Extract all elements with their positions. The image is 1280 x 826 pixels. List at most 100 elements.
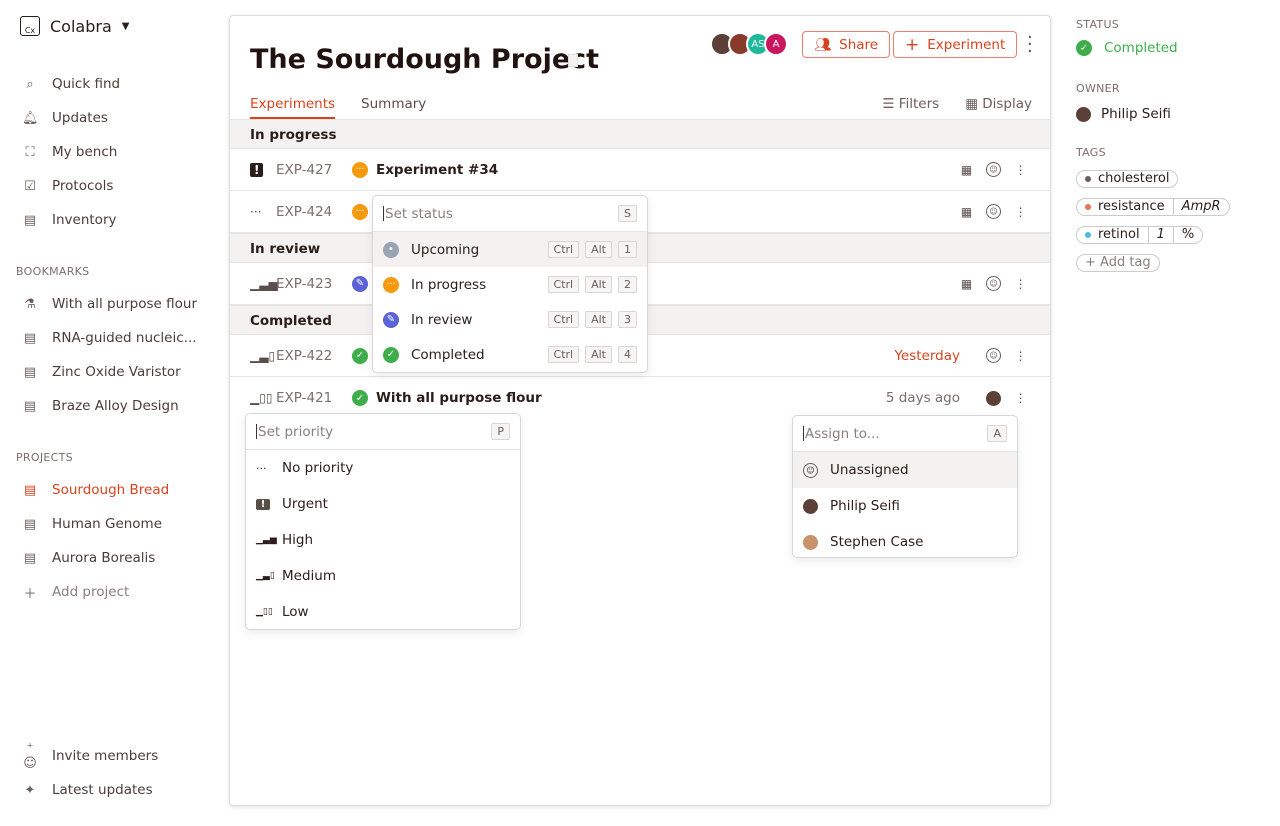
high-priority-icon[interactable]: ▁▃▅ [250,276,278,291]
assignee-icon[interactable]: ☺ [986,276,1001,291]
menu-item-high[interactable]: ▁▃▅ High [256,532,314,548]
document-icon: ▤ [23,364,37,380]
nav-protocols[interactable]: ☑ Protocols [0,169,220,203]
table-row[interactable]: ! EXP-427 ··· Experiment #34 ▦ ☺ ⋮ [230,149,1050,191]
tabs: Experiments Summary [250,96,426,119]
in-progress-status-icon[interactable]: ··· [352,203,368,220]
bookmark-item[interactable]: ▤ Zinc Oxide Varistor [23,364,181,380]
completed-status-icon[interactable]: ✓ [352,347,368,364]
tag[interactable]: resistance AmpR [1076,198,1230,216]
new-experiment-button[interactable]: + Experiment [893,31,1018,58]
menu-item-philip[interactable]: Philip Seifi [793,488,1017,524]
invite-members-button[interactable]: ⁺☺ Invite members [23,741,159,771]
tab-summary[interactable]: Summary [361,96,427,112]
more-icon[interactable]: ⋮ [1014,391,1027,405]
menu-item-unassigned[interactable]: ☺ Unassigned [793,452,1017,488]
due-date[interactable]: 5 days ago [885,390,960,406]
tag[interactable]: cholesterol [1076,170,1179,188]
avatar[interactable] [986,390,1001,406]
menu-item-in-progress[interactable]: ··· In progress Ctrl Alt 2 [373,267,647,302]
assign-search-input[interactable]: Assign to... [805,425,880,442]
menu-item-upcoming[interactable]: • Upcoming Ctrl Alt 1 [373,232,647,267]
more-icon[interactable]: ⋮ [1014,348,1027,363]
menu-item-urgent[interactable]: ! Urgent [246,486,520,522]
medium-priority-icon[interactable]: ▁▃▯ [250,348,276,363]
high-icon: ▁▃▅ [256,535,277,545]
latest-updates-button[interactable]: ✦ Latest updates [0,773,220,807]
more-icon[interactable]: · · · [1027,27,1033,62]
in-review-status-icon[interactable]: ✎ [352,275,368,292]
assign-menu: Assign to... A ☺ Unassigned Philip Seifi S… [792,415,1018,558]
project-item-sourdough[interactable]: ▤ Sourdough Bread [23,482,170,498]
experiment-id: EXP-423 [276,275,333,292]
more-icon[interactable]: ⋮ [1014,276,1027,291]
experiment-id: EXP-427 [276,161,333,178]
assignee-icon[interactable]: ☺ [986,204,1001,219]
menu-item-no-priority[interactable]: ··· No priority [256,460,354,476]
table-row[interactable]: ▁▃▯ EXP-422 ✓ Yesterday ☺ ⋮ [230,335,1050,377]
project-item[interactable]: ▤ Aurora Borealis [23,550,156,566]
completed-icon: ✓ [383,346,399,363]
workspace-switcher[interactable]: Cx Colabra ▼ [20,16,129,36]
bell-icon: 🔔︎ [22,110,39,126]
tab-experiments[interactable]: Experiments [250,96,336,119]
nav-inventory[interactable]: ▤ Inventory [23,212,117,228]
experiment-id: EXP-424 [276,203,333,220]
due-date[interactable]: Yesterday [894,347,960,364]
document-icon: ▤ [23,398,37,414]
menu-item-medium[interactable]: ▁▃▯ Medium [256,568,336,584]
menu-item-in-review[interactable]: ✎ In review Ctrl Alt 3 [373,302,647,337]
project-item[interactable]: ▤ Human Genome [23,516,163,532]
experiment-id: EXP-421 [276,390,333,406]
menu-item-low[interactable]: ▁▯▯ Low [256,604,309,620]
assignee-icon[interactable]: ☺ [986,162,1001,177]
bookmark-item[interactable]: ⚗ With all purpose flour [0,287,220,321]
in-progress-status-icon[interactable]: ··· [352,161,368,178]
add-tag-button[interactable]: + Add tag [1076,254,1160,272]
filter-icon: ☰ [882,96,899,112]
nav-updates[interactable]: 🔔︎ Updates [22,110,108,126]
member-avatars[interactable]: AS A [710,32,788,56]
in-progress-icon: ··· [383,276,399,293]
sparkle-icon: ✦ [24,782,36,798]
project-card: The Sourdough Project AS A 👥︎ Share + Expe… [229,15,1051,806]
display-button[interactable]: ▦ Display [965,96,1032,112]
status-menu: Set status S • Upcoming Ctrl Alt 1 ··· In prog… [372,195,648,373]
plus-icon: ＋ [23,586,37,602]
low-priority-icon[interactable]: ▁▯▯ [250,391,273,405]
group-header: In progress [230,119,1050,149]
owner-value[interactable]: Philip Seifi [1076,106,1171,122]
menu-item-completed[interactable]: ✓ Completed Ctrl Alt 4 [373,337,647,372]
no-priority-icon[interactable]: ··· [250,204,262,219]
status-search-input[interactable]: Set status [385,205,453,222]
completed-icon: ✓ [1076,40,1092,56]
avatar [803,498,818,514]
share-button[interactable]: 👥︎ Share [802,31,891,58]
grid-icon: ▦ [965,96,983,112]
calendar-icon[interactable]: ▦ [960,276,973,291]
document-icon: ▤ [23,550,37,566]
nav-quick-find[interactable]: ⌕ Quick find [0,67,220,101]
bookmark-item[interactable]: ▤ RNA-guided nucleic... [23,330,197,346]
tag[interactable]: retinol 1% [1076,226,1204,244]
bookmark-icon[interactable] [568,54,578,67]
calendar-icon[interactable]: ▦ [960,204,973,219]
nav-my-bench[interactable]: ⛶ My bench [0,135,220,169]
completed-status-icon[interactable]: ✓ [352,390,368,406]
filters-button[interactable]: ☰ Filters [882,96,940,112]
status-value[interactable]: ✓ Completed [1076,40,1178,56]
priority-search-input[interactable]: Set priority [258,423,334,440]
table-row[interactable]: ▁▯▯ EXP-421 ✓ With all purpose flour 5 d… [230,377,1050,419]
menu-item-stephen[interactable]: Stephen Case [793,524,1017,560]
urgent-priority-icon[interactable]: ! [230,162,276,177]
add-project-button[interactable]: ＋ Add project [23,584,130,602]
avatar: A [764,32,788,56]
assignee-icon[interactable]: ☺ [986,348,1001,363]
more-icon[interactable]: ⋮ [1014,162,1027,177]
plus-icon: + [905,34,920,55]
calendar-icon[interactable]: ▦ [960,162,973,177]
bookmark-item[interactable]: ▤ Braze Alloy Design [23,398,179,414]
bench-icon: ⛶ [25,144,35,160]
no-priority-icon: ··· [256,461,267,475]
more-icon[interactable]: ⋮ [1014,204,1027,219]
